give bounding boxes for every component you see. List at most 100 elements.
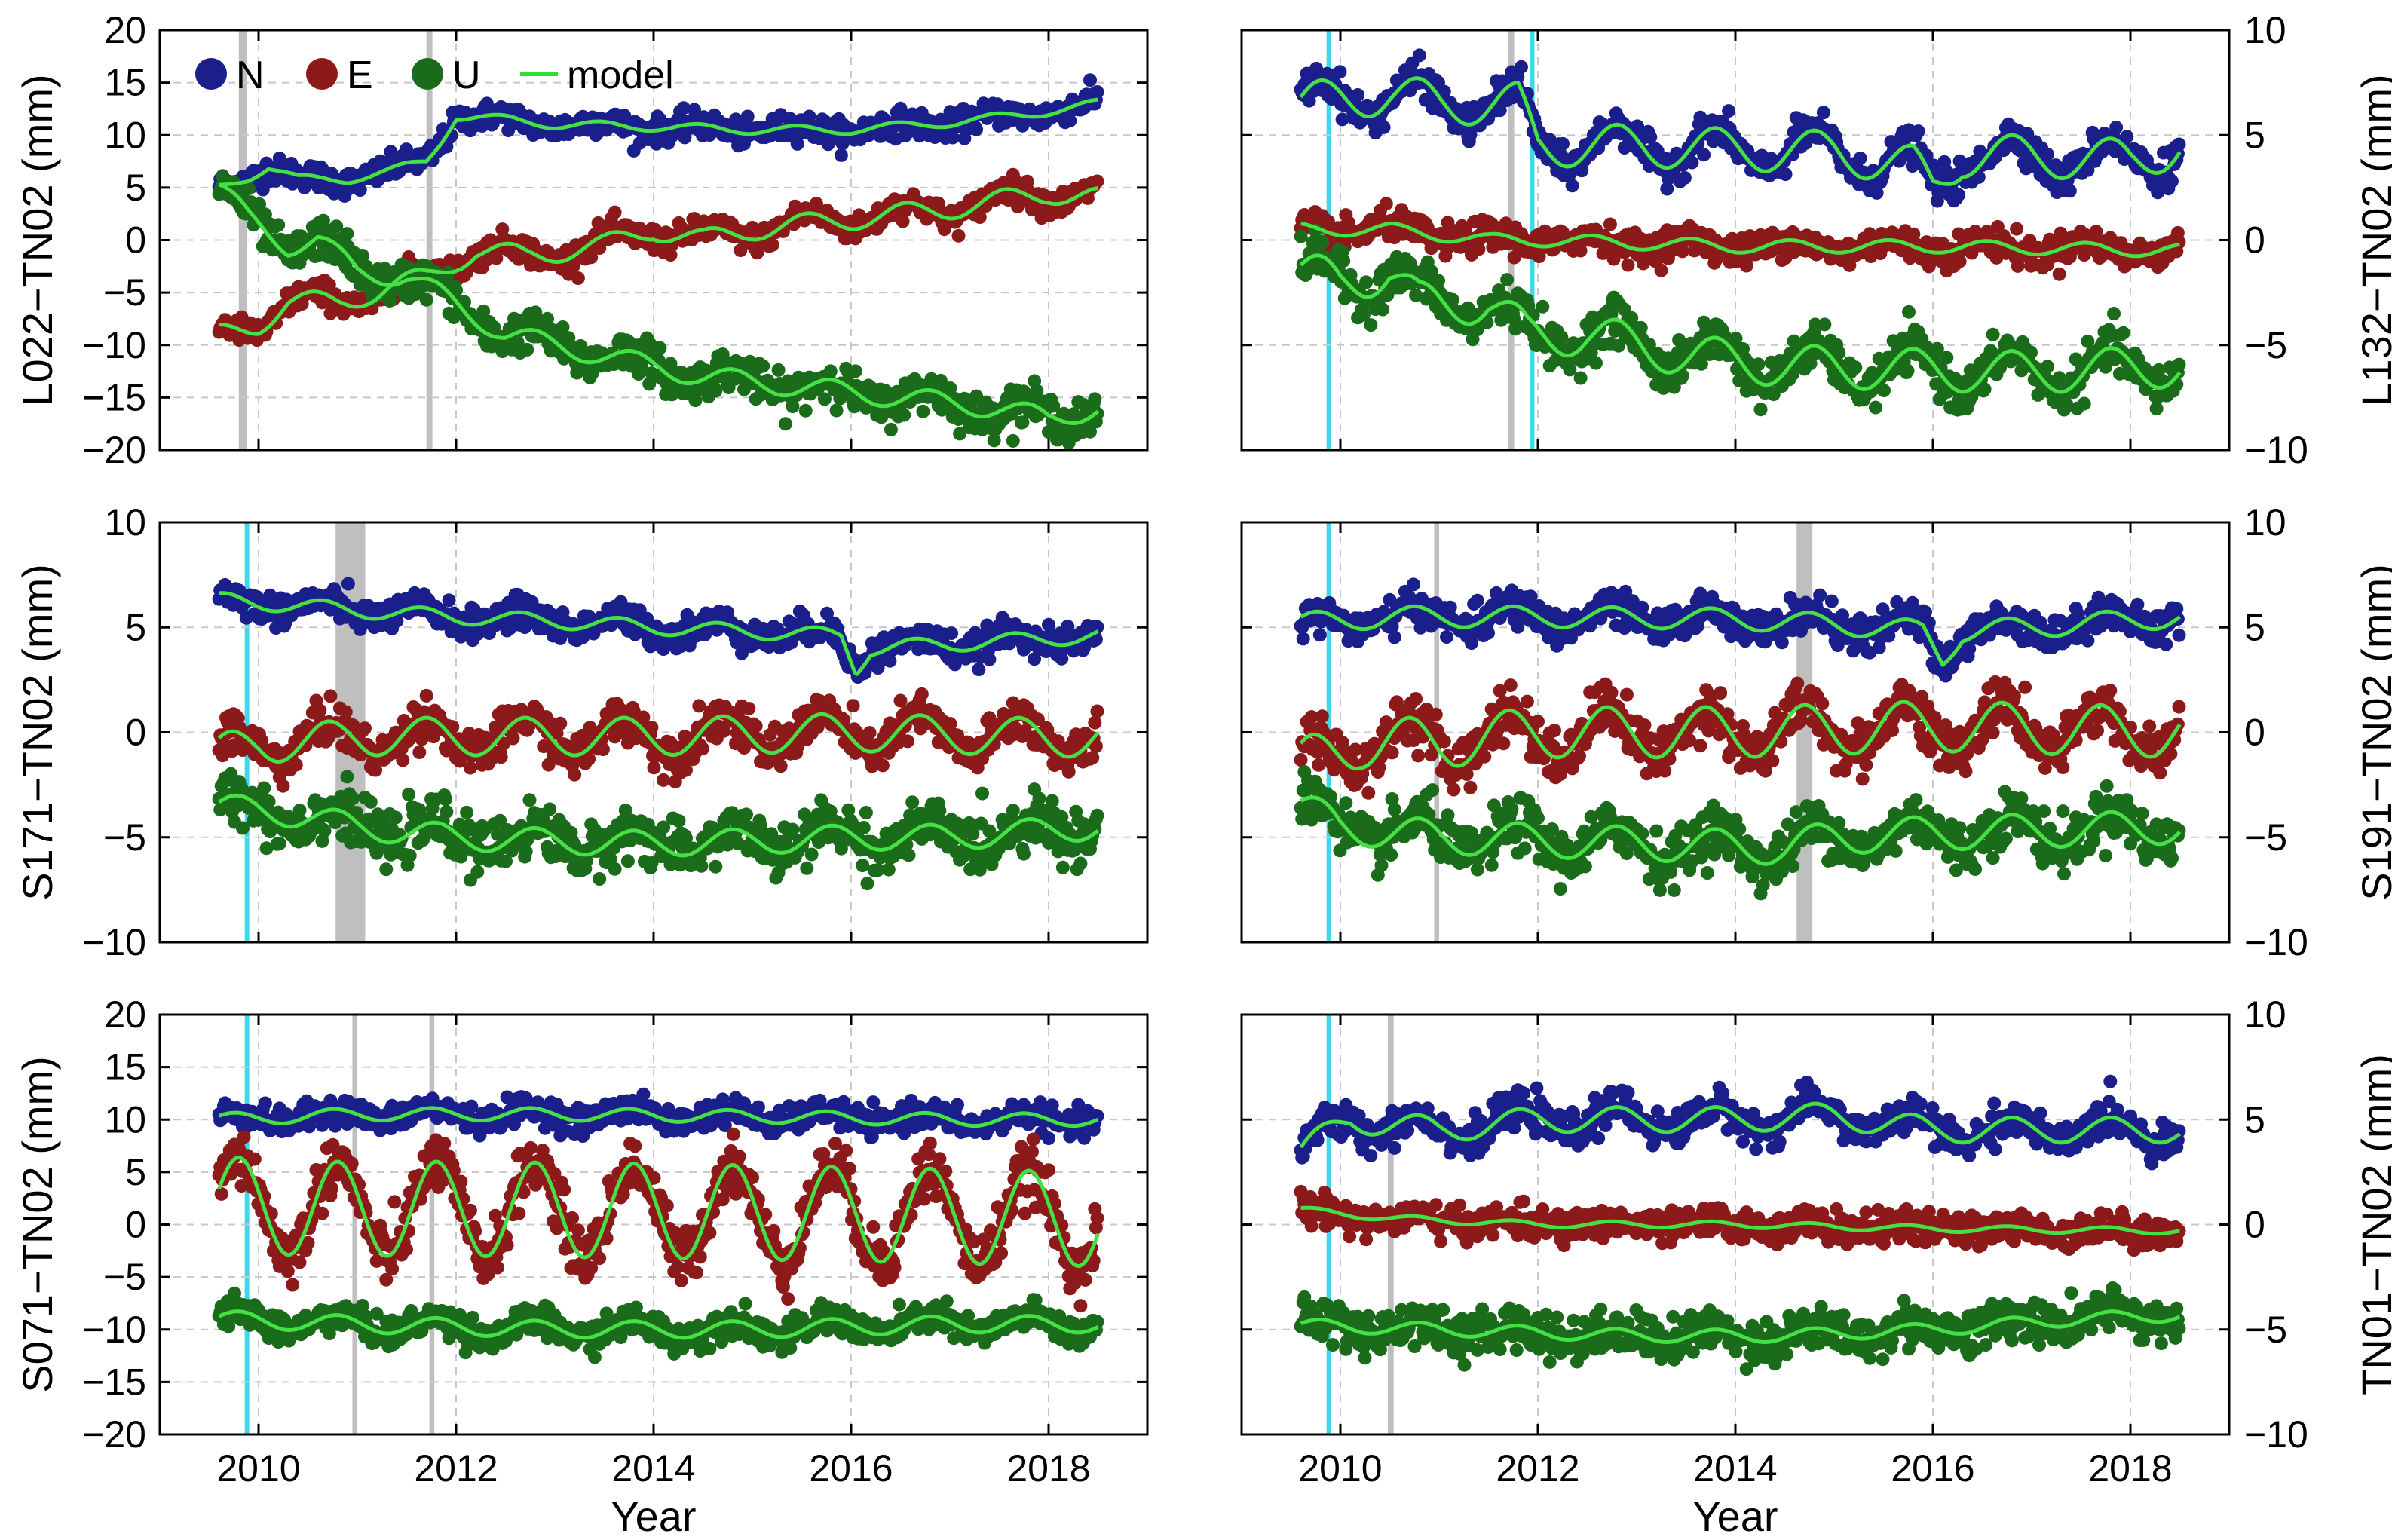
data-point-u [1461, 301, 1475, 315]
data-point-u [2060, 396, 2074, 411]
data-point-u [1675, 369, 1689, 383]
data-point-e [584, 250, 599, 265]
data-point-u [1604, 307, 1619, 321]
data-point-u [848, 364, 862, 378]
data-point-u [1337, 254, 1351, 268]
data-point-e [1090, 174, 1104, 188]
data-point-u [1702, 347, 1717, 361]
data-point-e [269, 316, 283, 330]
y-axis-title: L022−TN02 (mm) [14, 74, 61, 406]
data-point-e [1379, 197, 1393, 211]
data-point-n [1335, 112, 1349, 127]
data-point-u [884, 422, 898, 436]
data-point-u [1766, 387, 1781, 402]
data-point-u [1634, 320, 1648, 335]
data-point-n [1412, 48, 1426, 63]
data-point-u [2172, 357, 2186, 372]
y-tick-label: −5 [2244, 324, 2287, 366]
data-point-n [1927, 158, 1940, 173]
data-point-e [2089, 225, 2103, 239]
model-line-e [1300, 222, 2180, 259]
data-point-u [1902, 305, 1916, 319]
legend-marker-u [412, 58, 443, 90]
data-point-e [1675, 244, 1689, 259]
data-point-n [442, 593, 456, 608]
data-point-u [1480, 315, 1494, 329]
data-point-e [2052, 267, 2066, 281]
y-tick-label: 0 [125, 219, 146, 262]
data-point-u [1554, 330, 1569, 344]
data-point-u [642, 377, 657, 391]
y-tick-label: −10 [82, 324, 146, 366]
data-point-n [1778, 167, 1793, 182]
data-point-n [1090, 85, 1104, 99]
data-point-n [323, 602, 338, 617]
data-point-u [1563, 363, 1577, 377]
data-point-u [897, 408, 911, 422]
data-point-e [1952, 254, 1967, 268]
data-point-n [790, 136, 804, 151]
data-point-u [1729, 332, 1743, 346]
data-point-u [1445, 292, 1459, 307]
data-point-u [1940, 351, 1954, 365]
data-point-n [945, 130, 960, 145]
legend-marker-n [195, 58, 227, 90]
data-point-u [1432, 274, 1445, 288]
data-point-u [216, 170, 230, 184]
data-point-n [353, 183, 367, 197]
model-line-u [218, 182, 1100, 425]
data-point-n [873, 129, 887, 143]
data-point-u [1500, 273, 1515, 287]
data-point-n [1643, 130, 1658, 145]
data-point-u [756, 359, 770, 373]
data-point-u [916, 404, 930, 418]
data-point-u [1589, 356, 1603, 370]
data-point-n [2172, 137, 2186, 152]
data-point-n [1853, 151, 1867, 165]
data-point-n [1816, 106, 1830, 120]
data-point-n [390, 614, 404, 628]
legend-label-n: N [236, 54, 265, 97]
data-point-u [2024, 345, 2038, 360]
data-point-n [1351, 88, 1365, 102]
data-point-u [779, 417, 792, 431]
y-tick-label: −20 [82, 429, 146, 471]
data-point-e [2011, 259, 2025, 273]
data-point-n [1083, 73, 1097, 87]
data-point-u [829, 403, 844, 418]
data-point-n [1911, 124, 1925, 139]
gray-event-band [426, 30, 433, 450]
data-point-n [1063, 114, 1077, 128]
data-point-u [786, 400, 800, 414]
data-point-u [1808, 317, 1822, 332]
data-point-e [1603, 217, 1617, 231]
data-point-u [329, 219, 344, 234]
data-point-n [1940, 164, 1954, 179]
series-group [212, 577, 1104, 891]
data-point-e [608, 205, 622, 219]
y-tick-label: 10 [2244, 9, 2286, 51]
model-line-e [219, 186, 1098, 336]
data-point-u [943, 381, 957, 395]
data-point-u [2041, 360, 2054, 374]
data-point-u [1315, 234, 1329, 249]
data-point-u [1356, 308, 1371, 322]
data-point-n [1971, 170, 1986, 184]
data-point-u [688, 393, 703, 408]
data-point-n [1515, 60, 1528, 74]
data-point-u [1818, 317, 1832, 332]
data-point-n [2120, 130, 2134, 144]
data-point-u [2149, 402, 2164, 415]
data-point-u [241, 182, 256, 196]
data-point-u [1900, 363, 1915, 378]
data-point-n [2041, 147, 2054, 161]
y-tick-label: 15 [104, 62, 146, 104]
data-point-n [1556, 136, 1570, 151]
series-n-points [1294, 48, 2186, 208]
data-point-u [1848, 360, 1863, 375]
data-point-e [571, 271, 585, 286]
data-point-e [1507, 250, 1521, 265]
data-point-n [1511, 70, 1525, 84]
data-point-u [1625, 311, 1639, 325]
